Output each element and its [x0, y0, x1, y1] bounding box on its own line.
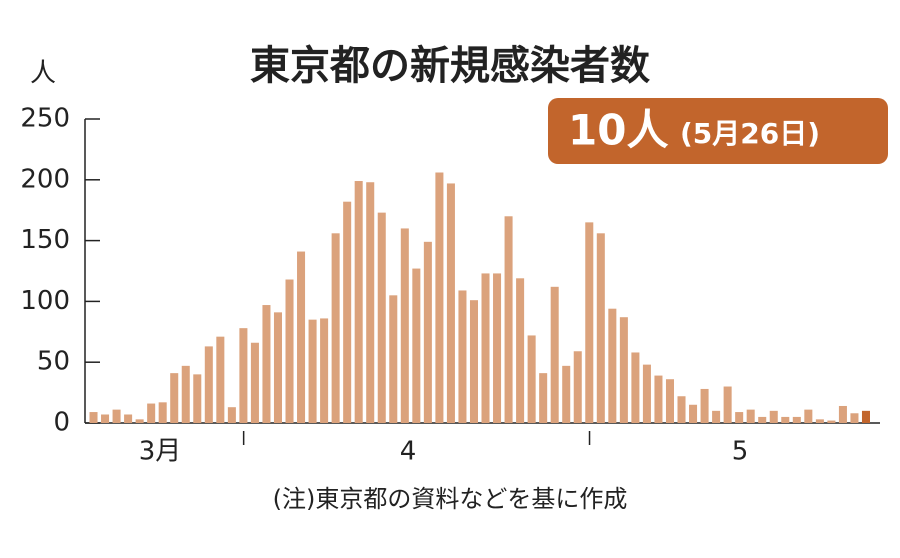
bar: [89, 412, 98, 423]
bar: [227, 407, 236, 423]
x-tick-label: 5: [732, 437, 749, 467]
bar: [377, 212, 386, 423]
bar: [596, 233, 605, 423]
bar: [758, 416, 767, 423]
y-tick-label: 150: [20, 225, 70, 255]
y-tick-label: 0: [53, 408, 70, 438]
bar: [665, 379, 674, 423]
note: (注)東京都の資料などを基に作成: [273, 485, 628, 513]
bar: [631, 352, 640, 423]
bar: [124, 414, 133, 423]
bar: [400, 228, 409, 423]
bar: [250, 342, 259, 423]
bar: [389, 295, 398, 423]
bar: [838, 405, 847, 423]
bar: [320, 318, 329, 423]
bar: [297, 251, 306, 423]
bar: [423, 241, 432, 423]
y-tick-label: 200: [20, 164, 70, 194]
bar: [735, 412, 744, 423]
bar: [435, 172, 444, 423]
bar: [285, 279, 294, 423]
bar: [792, 416, 801, 423]
bar: [550, 286, 559, 423]
bar: [677, 396, 686, 423]
y-tick-label: 100: [20, 286, 70, 316]
bar: [585, 222, 594, 423]
bar: [181, 365, 190, 423]
bar: [619, 317, 628, 423]
bar: [654, 375, 663, 423]
bar: [158, 402, 167, 423]
bar: [239, 328, 248, 423]
bar: [412, 268, 421, 423]
bar: [527, 335, 536, 423]
bar: [112, 409, 121, 423]
badge-value: 10人: [568, 106, 668, 155]
bar: [354, 181, 363, 423]
bar: [308, 319, 317, 423]
bar: [746, 409, 755, 423]
bar: [366, 182, 375, 423]
bar: [539, 373, 548, 423]
bar: [331, 233, 340, 423]
bar: [147, 403, 156, 423]
bar: [135, 419, 144, 423]
bar: [481, 273, 490, 423]
bar: [170, 373, 179, 423]
bar: [573, 351, 582, 423]
y-unit: 人: [30, 59, 56, 89]
badge-box: [548, 98, 888, 164]
bar: [216, 336, 225, 423]
bar: [516, 278, 525, 423]
bar: [262, 305, 271, 423]
y-tick-label: 250: [20, 104, 70, 134]
bar: [458, 290, 467, 423]
bar: [101, 414, 110, 423]
bar: [712, 410, 721, 423]
bar: [827, 420, 836, 423]
bar: [700, 388, 709, 423]
bar: [193, 374, 202, 423]
bar: [562, 365, 571, 423]
bar: [204, 346, 213, 423]
bar: [781, 416, 790, 423]
x-tick-label: 4: [400, 437, 417, 467]
bar: [343, 201, 352, 423]
bar: [642, 364, 651, 423]
badge-date: (5月26日): [680, 117, 820, 150]
bar: [504, 216, 513, 423]
y-tick-label: 50: [37, 347, 70, 377]
bar: [273, 312, 282, 423]
bar: [804, 409, 813, 423]
chart-title: 東京都の新規感染者数: [250, 43, 650, 89]
bar: [446, 183, 455, 423]
bar: [815, 419, 824, 423]
bar: [608, 308, 617, 423]
bar: [493, 273, 502, 423]
bar: [769, 410, 778, 423]
bar: [469, 300, 478, 423]
bar: [850, 413, 859, 423]
bar: [723, 386, 732, 423]
bar: [689, 404, 698, 423]
bar: [861, 410, 870, 423]
x-tick-label: 3月: [139, 437, 182, 467]
